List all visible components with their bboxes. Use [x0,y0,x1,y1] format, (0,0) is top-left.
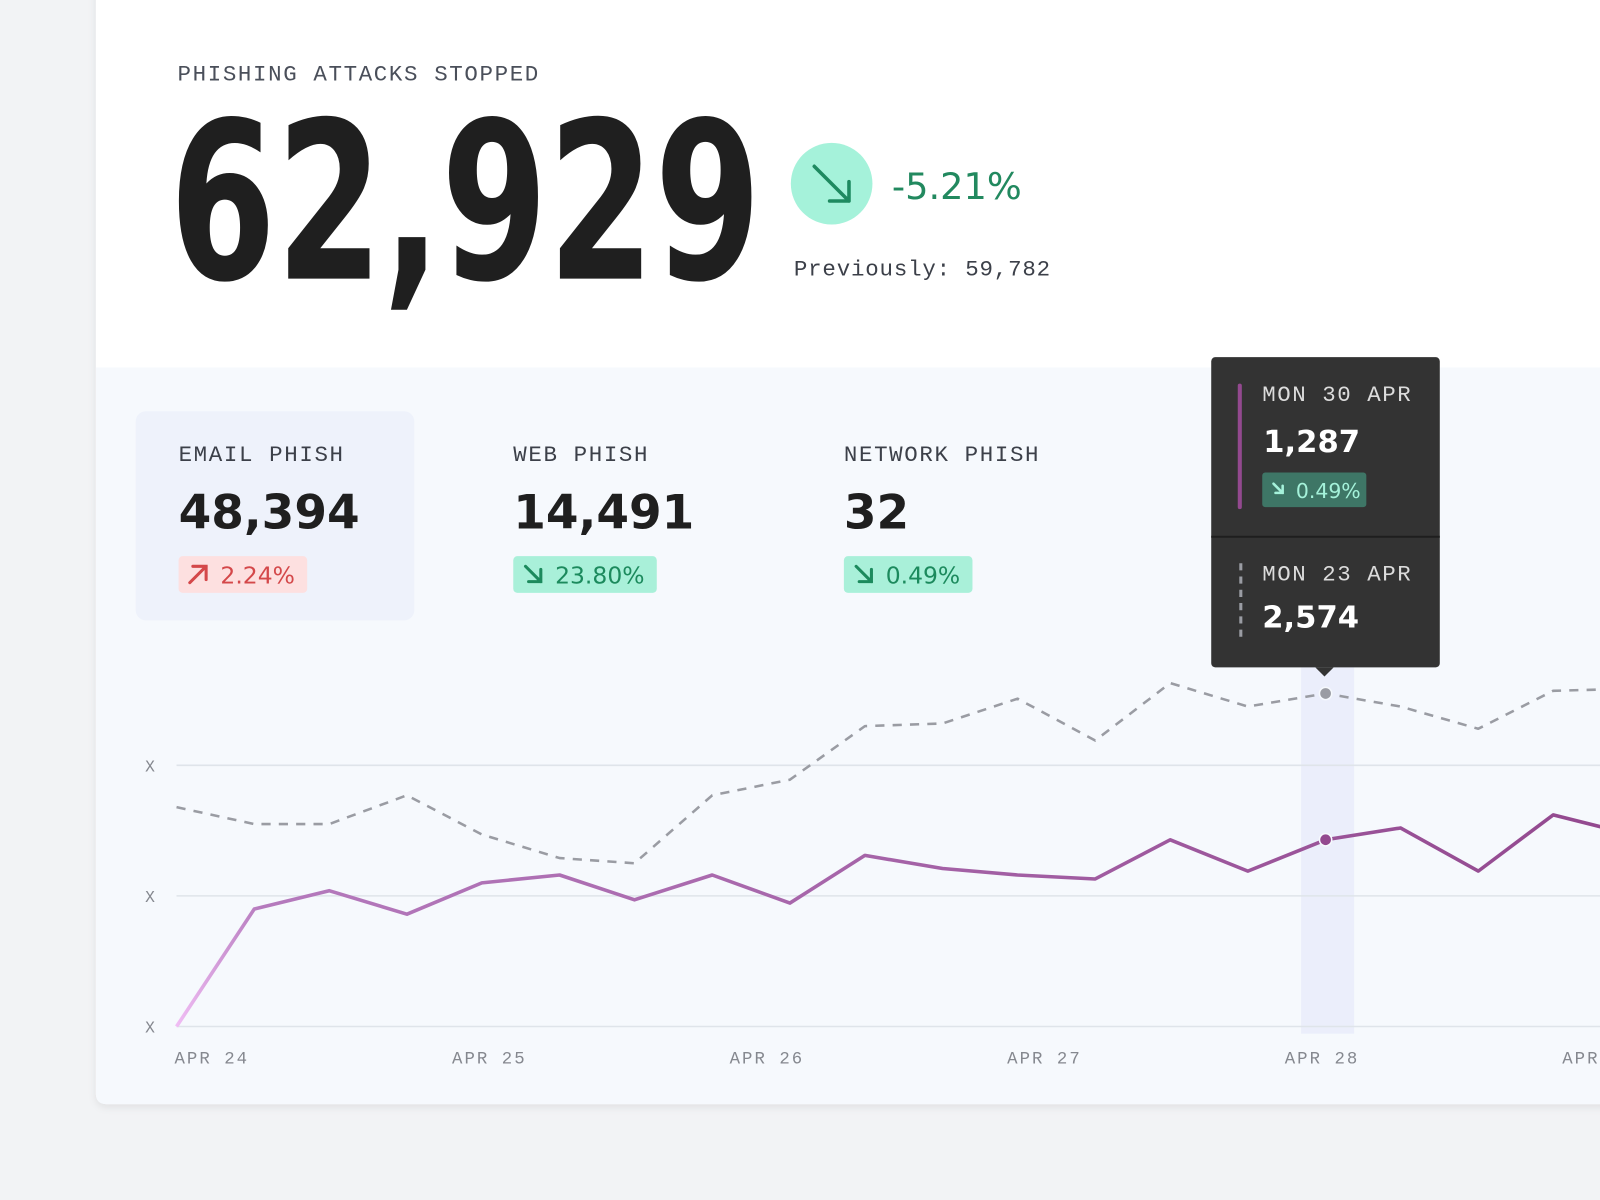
x-tick-label: APR 25 [452,1050,527,1069]
hover-point [1318,686,1333,701]
y-tick-label: X [145,1019,155,1038]
series-line [176,681,1600,865]
header-title: PHISHING ATTACKS STOPPED [178,62,540,88]
tooltip-current-value: 1,287 [1263,425,1360,460]
x-tick-label: APR 26 [730,1050,805,1069]
metric-change-icon [854,564,873,584]
metric-change-icon [523,564,543,584]
metric-change-badge [513,556,657,593]
metric-change-icon [188,564,208,585]
metric-label: NETWORK PHISH [844,442,1040,468]
tooltip-change-icon [1272,482,1284,495]
header-change: -5.21% [892,165,1022,208]
hover-point [1318,832,1333,847]
metric-change: 23.80% [555,562,644,590]
y-tick-label: X [145,888,155,907]
hover-band [1301,667,1355,1034]
metric-value: 32 [844,486,909,541]
x-tick-label: APR 27 [1007,1050,1082,1069]
metric-change-badge [178,556,308,593]
series-line [175,813,1600,1028]
trend-icon [790,142,873,225]
header-total: 62,929 [169,75,761,331]
tooltip-current-date: MON 30 APR [1262,382,1412,408]
x-tick-label: APR [1562,1050,1599,1069]
tooltip-previous-date: MON 23 APR [1262,562,1412,588]
plot: X X X APR 24 APR 25 APR 26 APR 27 APR 28 APR [145,667,1600,1069]
metric-value: 14,491 [513,486,694,541]
tooltip-pointer [1315,667,1334,677]
header-previous: Previously: 59,782 [794,257,1051,283]
tooltip: MON 30 APR 1,287 0.49% MON 23 APR 2,574 [1211,357,1440,677]
tooltip-current-change: 0.49% [1296,479,1361,503]
x-tick-label: APR 28 [1285,1050,1360,1069]
x-tick-label: APR 24 [174,1050,249,1069]
metrics: EMAIL PHISH 48,394 2.24% WEB PHISH 14,491 23.… [178,442,1040,593]
tooltip-previous-value: 2,574 [1262,601,1359,636]
metric-label: WEB PHISH [513,442,649,468]
tooltip-change-badge [1262,472,1367,508]
tooltip-box [1211,357,1440,668]
metric-label: EMAIL PHISH [179,442,345,468]
metric-change: 0.49% [886,562,961,590]
metric-change: 2.24% [220,562,295,590]
metric-change-badge [843,556,973,593]
metric-value: 48,394 [179,486,360,541]
y-tick-label: X [145,757,155,776]
